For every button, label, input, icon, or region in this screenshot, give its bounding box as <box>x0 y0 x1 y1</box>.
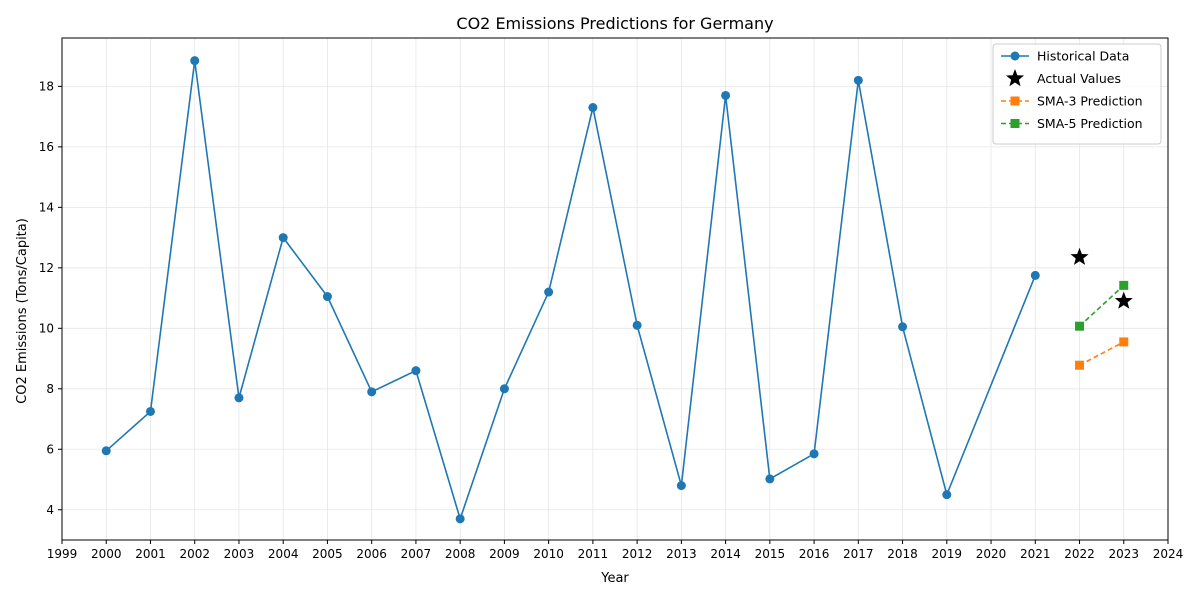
data-point <box>588 103 598 113</box>
y-tick-label: 14 <box>39 200 54 214</box>
series-sma-5-prediction <box>1075 280 1129 331</box>
x-tick-label: 2016 <box>799 547 830 561</box>
series-historical-data <box>101 56 1040 524</box>
x-tick-label: 2023 <box>1108 547 1139 561</box>
data-point <box>322 292 332 302</box>
data-point-square <box>1119 280 1129 290</box>
x-tick-label: 2008 <box>445 547 476 561</box>
x-tick-label: 2004 <box>268 547 299 561</box>
data-point <box>234 393 244 403</box>
series-sma-3-prediction <box>1075 337 1129 370</box>
x-tick-label: 2002 <box>179 547 210 561</box>
x-tick-label: 2021 <box>1020 547 1051 561</box>
legend-label: SMA-3 Prediction <box>1037 94 1143 109</box>
data-point <box>367 387 377 397</box>
x-tick-label: 2011 <box>578 547 609 561</box>
series-layer <box>101 56 1133 524</box>
legend-marker <box>1010 51 1020 61</box>
legend-marker <box>1005 69 1025 87</box>
y-tick-label: 6 <box>46 442 54 456</box>
x-tick-label: 2017 <box>843 547 874 561</box>
data-point <box>765 474 775 484</box>
x-tick-label: 2013 <box>666 547 697 561</box>
x-tick-label: 2010 <box>533 547 564 561</box>
legend-marker <box>1010 119 1020 128</box>
data-point <box>1030 270 1040 280</box>
x-tick-label: 2020 <box>976 547 1007 561</box>
legend: Historical Data Actual Values SMA-3 Predic… <box>992 43 1162 145</box>
x-tick-label: 1999 <box>47 547 78 561</box>
y-tick-label: 8 <box>46 382 54 396</box>
y-tick-label: 12 <box>39 261 54 275</box>
data-point-square <box>1119 337 1129 347</box>
x-tick-label: 2014 <box>710 547 741 561</box>
legend-label: Historical Data <box>1037 49 1129 64</box>
chart-title: CO2 Emissions Predictions for Germany <box>456 14 773 33</box>
x-tick-label: 2007 <box>401 547 432 561</box>
x-tick-label: 2019 <box>932 547 963 561</box>
x-tick-label: 2015 <box>755 547 786 561</box>
x-tick-label: 2022 <box>1064 547 1095 561</box>
y-axis-label: CO2 Emissions (Tons/Capita) <box>15 218 30 404</box>
data-point <box>853 75 863 85</box>
data-point <box>145 406 155 416</box>
x-tick-label: 2006 <box>356 547 387 561</box>
plot-frame <box>61 37 1169 541</box>
data-point <box>898 322 908 332</box>
legend-label: SMA-5 Prediction <box>1037 116 1143 131</box>
data-point <box>499 384 509 394</box>
x-axis-label: Year <box>600 571 629 586</box>
x-tick-label: 2001 <box>135 547 166 561</box>
data-point <box>544 287 554 297</box>
x-tick-label: 2000 <box>91 547 122 561</box>
legend-marker <box>1010 96 1020 106</box>
data-point-square <box>1075 360 1085 370</box>
axes: 1999 2000 2001 2002 2003 2004 2005 2006 2007 2008… <box>39 37 1184 561</box>
series-line <box>1078 284 1125 327</box>
series-line <box>1079 341 1125 366</box>
series-actual-values <box>1070 247 1133 309</box>
data-point-star <box>1070 247 1089 265</box>
y-tick-label: 10 <box>39 321 54 335</box>
legend-box <box>992 43 1162 145</box>
data-point <box>721 90 731 100</box>
data-point <box>455 514 465 524</box>
data-point <box>942 490 952 500</box>
data-point <box>101 446 111 456</box>
data-point <box>676 481 686 491</box>
data-point <box>278 233 288 243</box>
y-tick-label: 16 <box>39 140 54 154</box>
x-tick-label: 2012 <box>622 547 653 561</box>
data-point-square <box>1075 321 1085 331</box>
data-point <box>190 56 200 66</box>
legend-label: Actual Values <box>1037 71 1121 86</box>
data-point <box>411 366 421 376</box>
x-tick-label: 2003 <box>224 547 255 561</box>
data-point-star <box>1114 291 1133 309</box>
y-tick-label: 4 <box>46 503 54 517</box>
x-tick-label: 2009 <box>489 547 520 561</box>
grid-lines <box>61 38 1169 540</box>
x-tick-label: 2018 <box>887 547 918 561</box>
y-tick-label: 18 <box>39 79 54 93</box>
x-tick-label: 2005 <box>312 547 343 561</box>
data-point <box>632 320 642 330</box>
x-tick-label: 2024 <box>1153 547 1184 561</box>
data-point <box>809 449 819 459</box>
